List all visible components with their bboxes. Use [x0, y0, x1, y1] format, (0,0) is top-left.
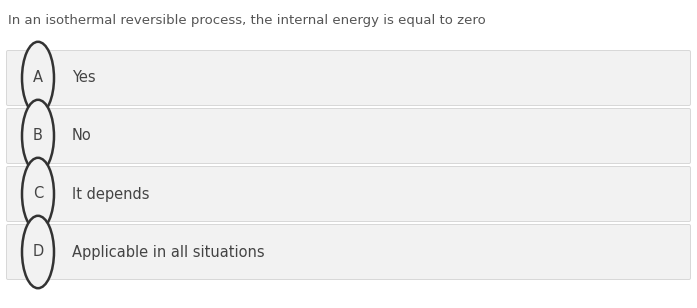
Ellipse shape [22, 158, 54, 230]
Text: Applicable in all situations: Applicable in all situations [72, 245, 265, 260]
Ellipse shape [22, 100, 54, 172]
Text: Yes: Yes [72, 71, 95, 86]
Text: No: No [72, 128, 92, 144]
FancyBboxPatch shape [6, 167, 691, 221]
Text: It depends: It depends [72, 187, 149, 201]
Text: A: A [33, 71, 43, 86]
Text: B: B [33, 128, 43, 144]
Text: In an isothermal reversible process, the internal energy is equal to zero: In an isothermal reversible process, the… [8, 14, 486, 27]
Text: D: D [32, 245, 44, 260]
FancyBboxPatch shape [6, 108, 691, 164]
FancyBboxPatch shape [6, 225, 691, 279]
FancyBboxPatch shape [6, 51, 691, 106]
Ellipse shape [22, 216, 54, 288]
Text: C: C [33, 187, 43, 201]
Ellipse shape [22, 42, 54, 114]
